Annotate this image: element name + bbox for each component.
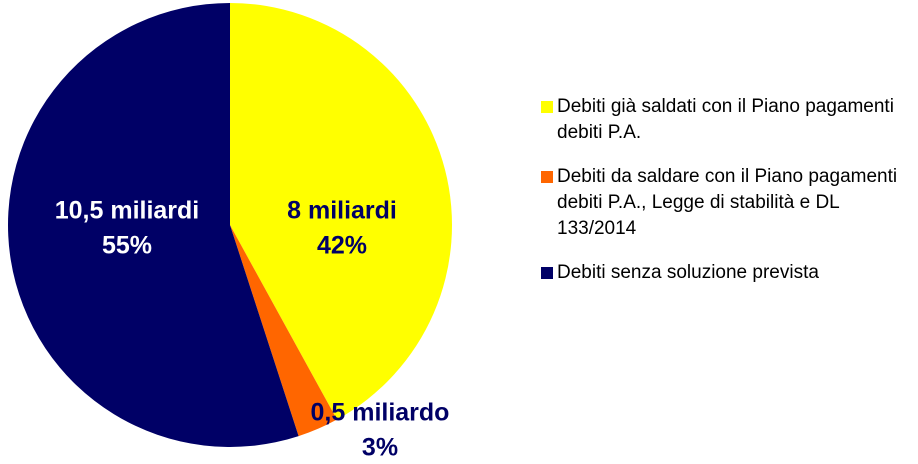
legend-swatch xyxy=(541,267,553,279)
legend-entry: Debiti già saldati con il Piano pagament… xyxy=(541,94,913,146)
amount-label: 10,5 miliardi xyxy=(55,197,200,225)
pie-slice xyxy=(7,3,299,447)
legend: Debiti già saldati con il Piano pagament… xyxy=(541,94,913,304)
legend-entry: Debiti da saldare con il Piano pagamenti… xyxy=(541,164,913,242)
legend-swatch xyxy=(541,171,553,183)
value-label: 42% xyxy=(317,232,367,260)
pie-slice xyxy=(230,3,453,420)
value-label: 55% xyxy=(102,232,152,260)
legend-label: Debiti senza soluzione prevista xyxy=(557,262,819,283)
pie-slice xyxy=(230,225,337,437)
amount-label: 0,5 miliardo xyxy=(311,399,450,427)
value-label: 3% xyxy=(362,434,398,462)
legend-label: Debiti già saldati con il Piano pagament… xyxy=(557,96,894,143)
amount-label: 8 miliardi xyxy=(287,197,397,225)
legend-entry: Debiti senza soluzione prevista xyxy=(541,260,913,286)
legend-label: Debiti da saldare con il Piano pagamenti… xyxy=(557,166,898,239)
legend-swatch xyxy=(541,101,553,113)
